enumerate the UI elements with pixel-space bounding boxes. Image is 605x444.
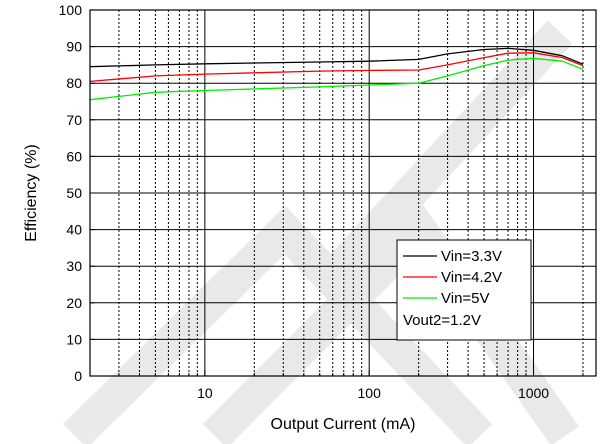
y-tick-label: 80 (66, 75, 82, 91)
x-tick-labels: 10 100 1000 (197, 385, 549, 401)
y-tick-label: 60 (66, 148, 82, 164)
x-tick-label: 10 (197, 385, 213, 401)
legend-annotation: Vout2=1.2V (403, 312, 481, 329)
series-line (89, 57, 584, 101)
y-tick-label: 30 (66, 258, 82, 274)
x-axis-title: Output Current (mA) (271, 416, 416, 433)
axis-ticks (90, 9, 584, 377)
legend-label: Vin=3.3V (441, 248, 502, 265)
x-tick-label: 1000 (518, 385, 549, 401)
series-lines (89, 47, 584, 101)
y-tick-label: 100 (59, 2, 83, 18)
legend-box (396, 239, 532, 341)
series-line (89, 47, 584, 68)
x-tick-label: 100 (358, 385, 382, 401)
y-tick-label: 90 (66, 39, 82, 55)
y-tick-label: 20 (66, 295, 82, 311)
y-tick-label: 10 (66, 331, 82, 347)
y-tick-label: 50 (66, 185, 82, 201)
y-tick-label: 70 (66, 112, 82, 128)
y-tick-label: 0 (74, 368, 82, 384)
legend-label: Vin=5V (441, 290, 490, 307)
legend: Vin=3.3V Vin=4.2V Vin=5V Vout2=1.2V (396, 239, 532, 341)
y-tick-labels: 0 10 20 30 40 50 60 70 80 90 100 (59, 2, 83, 384)
y-tick-label: 40 (66, 222, 82, 238)
legend-label: Vin=4.2V (441, 269, 502, 286)
series-line (89, 52, 584, 83)
y-axis-title: Efficiency (%) (23, 144, 40, 242)
